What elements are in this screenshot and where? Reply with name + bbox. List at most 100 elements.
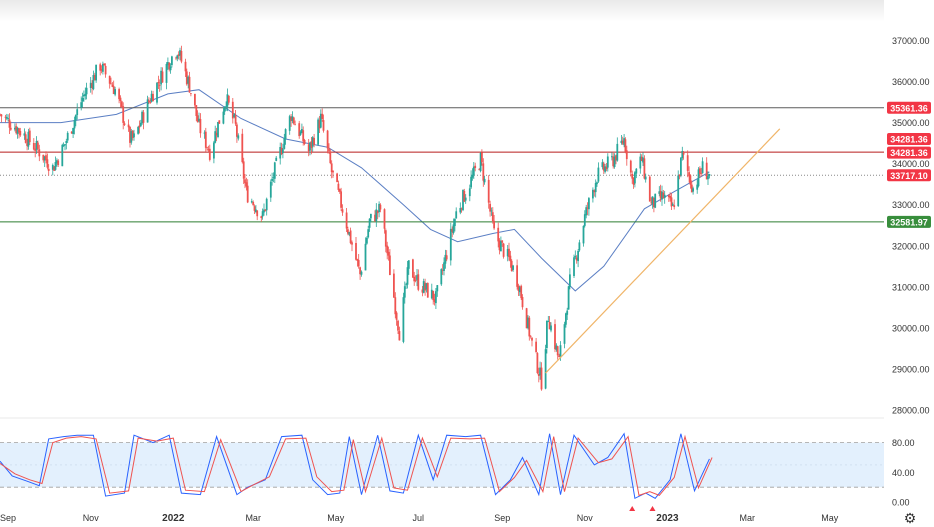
candle-body: [650, 202, 653, 204]
candle-body: [544, 349, 547, 389]
candle-body: [237, 135, 240, 139]
candle: [487, 175, 490, 209]
candle-body: [271, 178, 273, 181]
candle-body: [146, 99, 149, 123]
candle-body: [119, 97, 122, 101]
candle-body: [330, 163, 333, 173]
candle: [167, 57, 169, 70]
candle: [188, 71, 191, 93]
candle-body: [440, 269, 443, 285]
candle: [62, 142, 65, 147]
candle: [349, 227, 352, 245]
candle-body: [263, 209, 265, 213]
candle: [226, 88, 229, 112]
candle: [406, 261, 409, 289]
candle: [383, 208, 386, 234]
candle: [370, 213, 372, 223]
candle: [70, 131, 73, 134]
time-axis[interactable]: Sep Nov 2022 Mar May Jul Sep Nov 2023 Mar May: [0, 513, 839, 524]
price-tick-label: 32000.00: [892, 241, 930, 251]
candle: [566, 307, 569, 320]
candle-body: [114, 89, 116, 95]
candle-body: [120, 101, 123, 107]
candle: [47, 164, 50, 176]
candle: [605, 163, 608, 172]
candle-body: [459, 208, 462, 213]
candle-body: [671, 204, 674, 206]
candle: [701, 157, 704, 174]
candle-body: [318, 120, 321, 129]
candle-body: [141, 111, 143, 124]
candle-body: [422, 281, 425, 293]
candle-body: [639, 156, 642, 169]
horizontal-levels[interactable]: [0, 107, 884, 223]
stochastic-pane[interactable]: 80.00 40.00 0.00: [0, 432, 915, 511]
candle: [328, 143, 330, 154]
candle-body: [204, 131, 207, 148]
support-trendline[interactable]: [545, 128, 781, 374]
candle-body: [574, 256, 577, 258]
candle-body: [260, 216, 263, 218]
candle: [379, 203, 382, 213]
candle: [207, 145, 210, 152]
candle-body: [493, 220, 495, 229]
candle: [0, 114, 3, 123]
candle: [217, 121, 219, 139]
price-label-box: [887, 215, 931, 228]
candle-body: [65, 141, 68, 144]
candle-body: [386, 245, 389, 254]
candle: [310, 137, 313, 155]
candle-body: [56, 160, 58, 164]
candle-body: [460, 208, 463, 210]
candle-body: [402, 297, 405, 342]
candle: [345, 208, 348, 232]
candle: [378, 201, 380, 218]
candle: [489, 200, 491, 217]
candle-body: [394, 297, 397, 315]
candle-body: [435, 291, 437, 304]
candle-body: [294, 124, 296, 126]
candle-body: [654, 193, 657, 208]
time-tick-label: Sep: [0, 513, 16, 523]
candle-body: [265, 198, 268, 211]
candle-body: [489, 203, 491, 212]
candle: [491, 207, 494, 224]
candle-body: [38, 149, 41, 157]
candle-body: [604, 166, 606, 172]
candle-body: [167, 62, 169, 66]
candle-body: [471, 174, 474, 178]
candle: [412, 258, 414, 278]
candle-body: [535, 341, 537, 352]
candle: [18, 127, 20, 139]
candle-body: [555, 345, 558, 350]
candle-body: [681, 151, 684, 158]
candle-body: [93, 74, 96, 81]
candle: [405, 282, 407, 289]
candle-body: [593, 190, 596, 193]
price-axis[interactable]: 37000.00 36000.00 35000.00 34000.00 33000.00…: [884, 0, 934, 527]
candle: [433, 293, 436, 306]
candle: [273, 161, 276, 183]
gear-icon[interactable]: ⚙: [903, 510, 917, 526]
candle-body: [529, 335, 532, 337]
candle: [658, 186, 661, 197]
candle-body: [578, 242, 581, 251]
candle-body: [328, 148, 330, 152]
candle: [678, 174, 681, 180]
candle: [298, 120, 301, 139]
candle-body: [707, 176, 709, 180]
trendline[interactable]: [545, 128, 781, 374]
candle: [569, 268, 571, 290]
candle: [242, 157, 245, 184]
candle: [670, 193, 673, 210]
candle: [673, 199, 676, 210]
candle-body: [282, 149, 284, 154]
candle: [620, 135, 623, 145]
candle-body: [592, 189, 594, 199]
candle: [460, 207, 463, 213]
candle-body: [299, 131, 302, 135]
candle-body: [383, 209, 386, 229]
candle: [643, 155, 646, 180]
candle-body: [642, 157, 644, 163]
